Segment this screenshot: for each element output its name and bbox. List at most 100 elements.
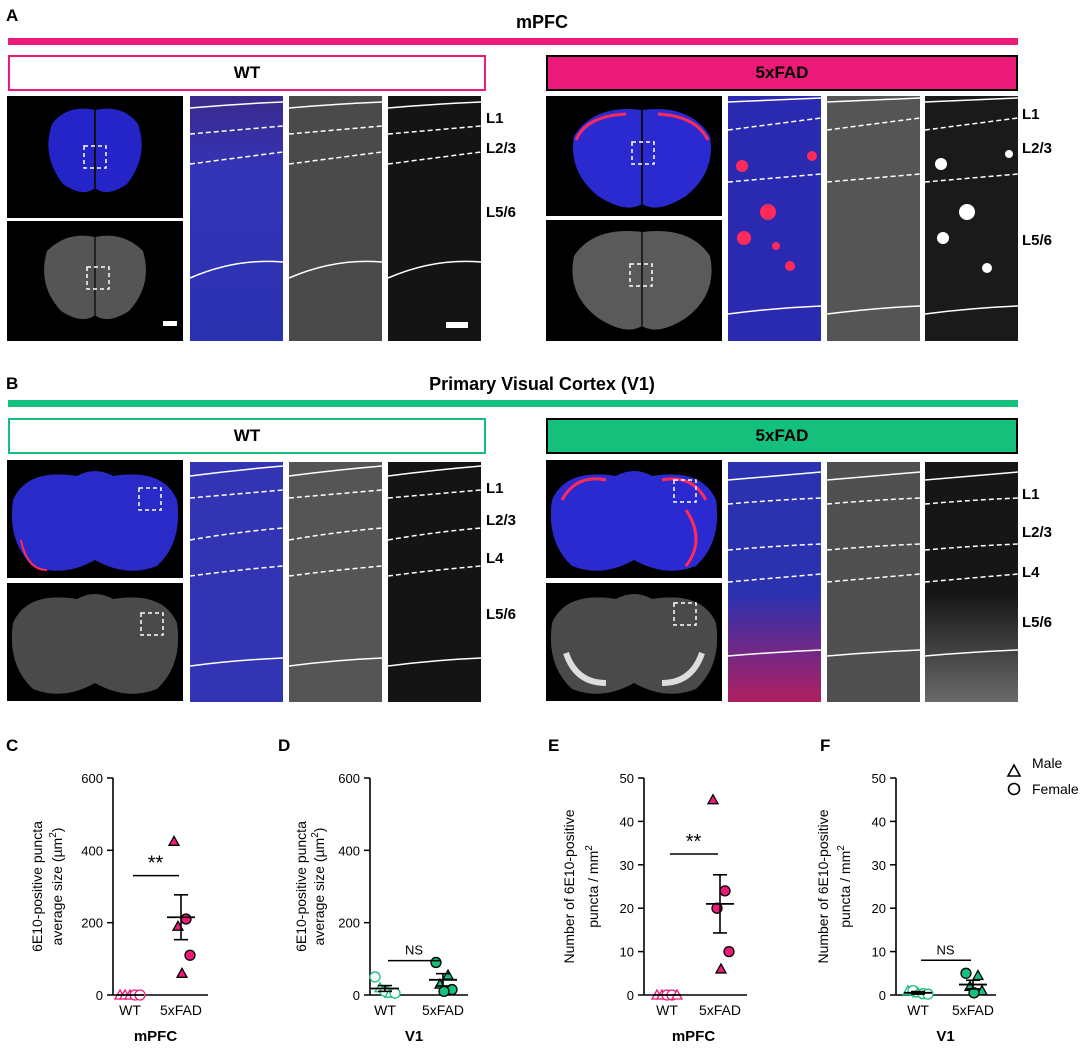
wt-header-a-label: WT [233, 63, 261, 82]
fad-point-female [723, 945, 735, 958]
y-axis-title-text: ) [49, 828, 65, 833]
significance-label: NS [936, 942, 954, 957]
fad-header-a: 5xFAD [546, 55, 1018, 91]
y-tick-label: 200 [81, 916, 103, 931]
v1-color-bar [8, 400, 1018, 407]
wt-b-layer-1: L2/3 [486, 512, 517, 529]
fad-mpfc-coronal-6e10 [546, 220, 722, 341]
fad-v1-column-merge [728, 462, 821, 702]
panel-b-title: Primary Visual Cortex (V1) [429, 374, 655, 394]
fad-b-layer-1: L2/3 [1022, 524, 1053, 541]
fad-header-a-label: 5xFAD [755, 63, 809, 82]
legend-female-label: Female [1032, 781, 1079, 797]
fad-point-male [175, 966, 189, 978]
wt-v1-column-merge [190, 462, 283, 702]
sex-legend: Male Female [1006, 755, 1079, 797]
fad-point-female [180, 913, 192, 925]
y-axis-title-line1: 6E10-positive puncta [293, 821, 309, 952]
fad-mpfc-column-merge [728, 96, 821, 341]
y-axis-title-superscript: 2 [310, 832, 321, 838]
wt-a-layer-0: L1 [486, 110, 504, 127]
significance-label: NS [405, 943, 423, 958]
fad-header-b-label: 5xFAD [755, 426, 809, 445]
y-tick-label: 10 [620, 945, 634, 960]
chart-d: D 0 200 400 600 WT 5xFAD V1 6E10-positive puncta… [278, 736, 468, 1045]
wt-header-b: WT [8, 418, 486, 454]
y-axis-title-text: puncta / mm [585, 851, 601, 928]
y-axis-title-line1: Number of 6E10-positive [815, 809, 831, 963]
fad-mpfc-column-amyloid [925, 96, 1018, 341]
fad-a-layer-2: L5/6 [1022, 232, 1053, 249]
y-axis-title-text: puncta / mm [837, 851, 853, 928]
fad-v1-column-amyloid [925, 462, 1018, 702]
y-axis-title-text: average size (µm [49, 838, 65, 946]
panel-a-letter: A [6, 6, 19, 25]
significance-label: ** [686, 831, 702, 853]
x-tick-label: 5xFAD [699, 1002, 741, 1018]
wt-header-b-label: WT [233, 426, 261, 445]
region-label: mPFC [134, 1028, 178, 1045]
wt-v1-coronal-6e10 [7, 583, 183, 701]
y-tick-label: 20 [872, 901, 886, 916]
x-tick-label: 5xFAD [952, 1002, 994, 1018]
x-tick-label: 5xFAD [160, 1002, 202, 1018]
wt-b-layer-3: L5/6 [486, 606, 517, 623]
y-axis-title-line1: 6E10-positive puncta [29, 821, 45, 952]
fad-point-female [719, 885, 731, 897]
legend-male-label: Male [1032, 755, 1063, 771]
y-tick-label: 400 [338, 843, 360, 858]
wt-v1-column-6e10 [289, 462, 382, 702]
panel-letter: F [820, 736, 830, 755]
y-axis-title-line1: Number of 6E10-positive [561, 809, 577, 963]
x-tick-label: WT [656, 1002, 678, 1018]
chart-c: C 0 200 400 600 WT 5xFAD mPFC 6E10-positive punc… [6, 736, 208, 1045]
fad-mpfc-coronal-merge [546, 96, 722, 216]
x-tick-label: 5xFAD [422, 1002, 464, 1018]
fad-point-male [706, 793, 720, 805]
y-tick-label: 600 [81, 771, 103, 786]
fad-v1-coronal-6e10 [546, 583, 722, 701]
wt-v1-column-amyloid [388, 462, 481, 702]
y-axis-title-superscript: 2 [584, 845, 595, 851]
wt-mpfc-column-merge [190, 96, 283, 341]
fad-mpfc-column-6e10 [827, 96, 920, 341]
wt-mpfc-column-amyloid [388, 96, 481, 341]
fad-point-female [184, 949, 196, 961]
y-axis-title-superscript: 2 [48, 832, 59, 838]
region-label: V1 [405, 1028, 423, 1045]
y-tick-label: 10 [872, 945, 886, 960]
fad-b-layer-0: L1 [1022, 486, 1040, 503]
fad-point-female [968, 987, 980, 999]
panel-letter: E [548, 736, 559, 755]
wt-mpfc-column-6e10 [289, 96, 382, 341]
y-tick-label: 400 [81, 843, 103, 858]
fad-b-layer-2: L4 [1022, 564, 1040, 581]
significance-label: ** [148, 853, 164, 875]
fad-point-female [430, 956, 442, 969]
male-triangle-icon [1006, 763, 1022, 777]
y-tick-label: 40 [872, 814, 886, 829]
y-axis-title-line2: puncta / mm2 [836, 845, 853, 928]
fad-v1-column-6e10 [827, 462, 920, 702]
wt-a-layer-2: L5/6 [486, 204, 517, 221]
y-tick-label: 20 [620, 901, 634, 916]
fad-a-layer-1: L2/3 [1022, 140, 1053, 157]
y-axis-title-line2: average size (µm2) [48, 828, 65, 946]
wt-mpfc-coronal-6e10 [7, 221, 183, 341]
region-label: V1 [936, 1028, 954, 1045]
y-tick-label: 50 [872, 771, 886, 786]
wt-header-a: WT [8, 55, 486, 91]
y-axis-title-text: ) [311, 828, 327, 833]
x-tick-label: WT [907, 1002, 929, 1018]
fad-point-male [714, 962, 728, 974]
fad-point-female [960, 967, 972, 979]
fad-point-male [441, 968, 455, 980]
panel-b-letter: B [6, 374, 19, 393]
y-axis-title-text: average size (µm [311, 838, 327, 946]
wt-mpfc-coronal-merge [7, 96, 183, 218]
wt-b-layer-0: L1 [486, 480, 504, 497]
fad-point-male [167, 834, 181, 846]
region-label: mPFC [672, 1028, 716, 1045]
y-tick-label: 0 [627, 988, 634, 1003]
